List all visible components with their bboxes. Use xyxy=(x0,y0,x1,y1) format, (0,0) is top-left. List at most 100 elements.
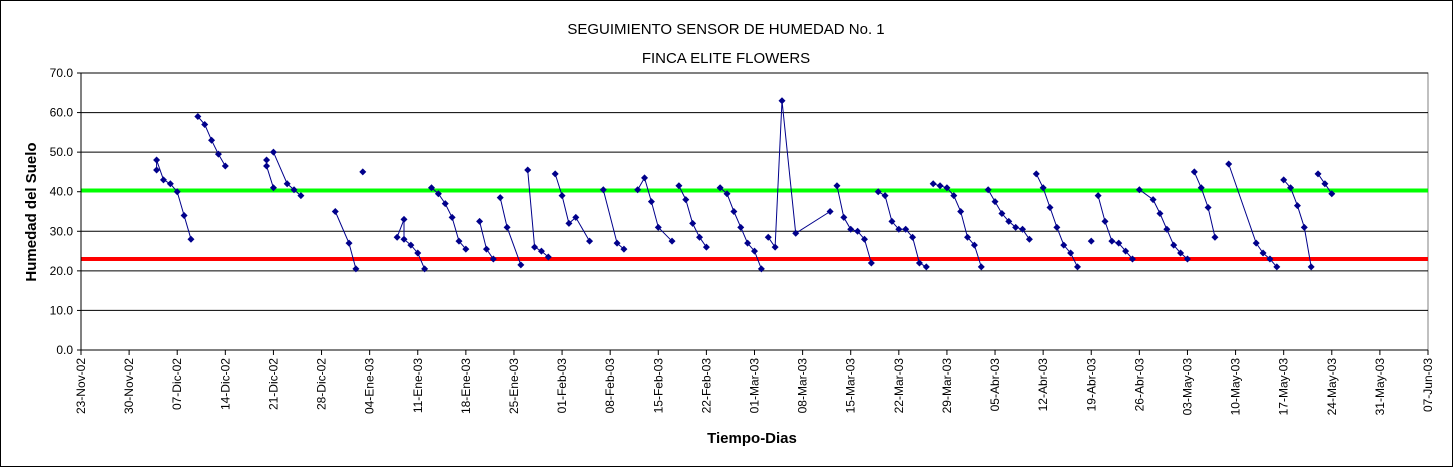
data-point xyxy=(1067,249,1075,257)
data-point xyxy=(1163,225,1171,233)
data-point xyxy=(964,233,972,241)
data-point xyxy=(359,168,367,176)
data-point xyxy=(702,243,710,251)
x-axis-label: Tiempo-Dias xyxy=(707,430,797,447)
data-point xyxy=(1211,233,1219,241)
data-point xyxy=(400,235,408,243)
data-point xyxy=(531,243,539,251)
data-point xyxy=(668,237,676,245)
data-point xyxy=(895,225,903,233)
data-point xyxy=(1314,170,1322,178)
data-point xyxy=(482,245,490,253)
data-point xyxy=(696,233,704,241)
data-point xyxy=(1094,192,1102,200)
data-point xyxy=(153,156,161,164)
data-point xyxy=(1046,204,1054,212)
data-point xyxy=(744,239,752,247)
series-line xyxy=(1193,171,1216,238)
data-point xyxy=(517,261,525,269)
data-point xyxy=(1170,241,1178,249)
data-point xyxy=(537,247,545,255)
plot-area xyxy=(80,72,1429,351)
x-tick-label: 10-May-03 xyxy=(1229,358,1243,416)
data-point xyxy=(489,255,497,263)
data-point xyxy=(984,186,992,194)
chart-title: SEGUIMIENTO SENSOR DE HUMEDAD No. 1 xyxy=(567,21,884,38)
data-point xyxy=(998,209,1006,217)
data-point xyxy=(977,263,985,271)
data-point xyxy=(1039,184,1047,192)
data-point xyxy=(1019,225,1027,233)
data-point xyxy=(1300,223,1308,231)
data-point xyxy=(290,186,298,194)
data-point xyxy=(455,237,463,245)
data-point xyxy=(881,192,889,200)
x-tick-label: 23-Nov-02 xyxy=(74,358,88,414)
data-point xyxy=(840,213,848,221)
x-tick-label: 01-Feb-03 xyxy=(555,358,569,414)
data-point xyxy=(771,243,779,251)
data-point xyxy=(214,150,222,158)
data-point xyxy=(833,182,841,190)
data-point xyxy=(1204,204,1212,212)
data-point xyxy=(751,247,758,255)
data-point xyxy=(421,265,429,273)
data-point xyxy=(867,259,875,267)
y-tick-label: 60.0 xyxy=(50,106,74,120)
data-point xyxy=(1177,249,1185,257)
data-point xyxy=(716,184,724,192)
data-point xyxy=(689,219,697,227)
data-point xyxy=(826,208,834,215)
x-tick-label: 15-Mar-03 xyxy=(844,358,858,414)
data-point xyxy=(1197,184,1205,192)
x-tick-label: 24-May-03 xyxy=(1325,358,1339,416)
x-tick-label: 17-May-03 xyxy=(1277,358,1291,416)
data-point xyxy=(297,192,305,200)
data-point xyxy=(723,190,731,198)
series-line xyxy=(527,169,549,258)
data-point xyxy=(159,176,167,184)
data-point xyxy=(902,225,910,233)
data-point xyxy=(936,182,944,190)
data-point xyxy=(1053,223,1061,231)
x-tick-label: 07-Dic-02 xyxy=(170,358,184,410)
data-point xyxy=(1259,249,1267,257)
data-point xyxy=(1074,263,1082,271)
data-point xyxy=(194,113,202,121)
data-point xyxy=(860,235,868,243)
data-point xyxy=(565,219,573,227)
y-tick-label: 40.0 xyxy=(50,185,74,199)
data-point xyxy=(1252,239,1260,247)
data-point xyxy=(558,192,566,200)
data-point xyxy=(730,208,738,215)
x-tick-label: 01-Mar-03 xyxy=(748,358,762,414)
data-point xyxy=(854,227,862,235)
data-point xyxy=(331,208,339,215)
data-point xyxy=(778,97,786,105)
data-point xyxy=(613,239,621,247)
data-point xyxy=(1307,263,1315,271)
data-point xyxy=(263,156,271,164)
x-tick-label: 03-May-03 xyxy=(1180,358,1194,416)
data-point xyxy=(1122,247,1130,255)
data-point xyxy=(929,180,937,188)
data-point xyxy=(1012,223,1020,231)
data-point xyxy=(180,211,188,219)
x-tick-label: 22-Feb-03 xyxy=(699,358,713,414)
data-point xyxy=(503,223,511,231)
data-point xyxy=(345,239,353,247)
data-point xyxy=(352,265,360,273)
data-point xyxy=(1087,237,1095,245)
x-tick-label: 14-Dic-02 xyxy=(218,358,232,410)
data-point xyxy=(187,235,195,243)
data-point xyxy=(153,166,161,174)
x-tick-label: 31-May-03 xyxy=(1373,358,1387,416)
data-point xyxy=(551,170,559,178)
data-point xyxy=(221,162,229,170)
data-point xyxy=(1115,239,1123,247)
data-point xyxy=(654,223,662,231)
data-point xyxy=(1183,255,1191,263)
y-tick-label: 30.0 xyxy=(50,224,74,238)
x-tick-label: 11-Ene-03 xyxy=(411,358,425,413)
